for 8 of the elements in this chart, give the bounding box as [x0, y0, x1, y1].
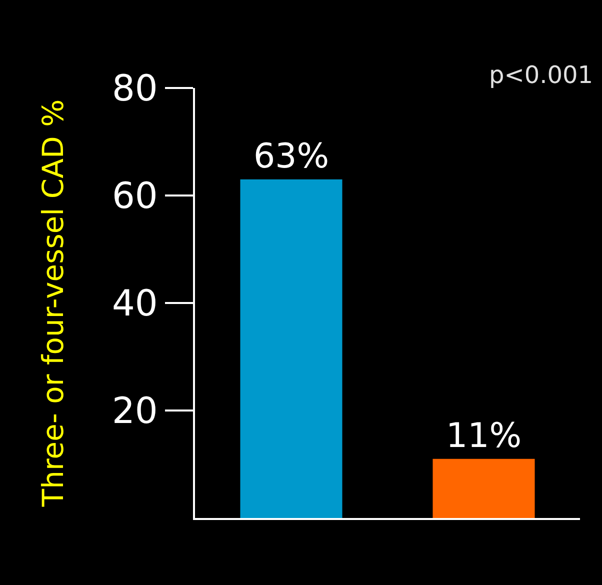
- data-label: 63%: [253, 136, 330, 176]
- data-label: 11%: [446, 416, 522, 456]
- y-tick-label: 80: [112, 68, 158, 110]
- y-axis-title: Three- or four-vessel CAD %: [36, 99, 70, 508]
- y-tick-label: 40: [112, 284, 158, 325]
- annotation: p<0.001: [489, 61, 594, 89]
- y-tick-label: 20: [112, 391, 158, 432]
- y-tick-label: 60: [112, 176, 158, 218]
